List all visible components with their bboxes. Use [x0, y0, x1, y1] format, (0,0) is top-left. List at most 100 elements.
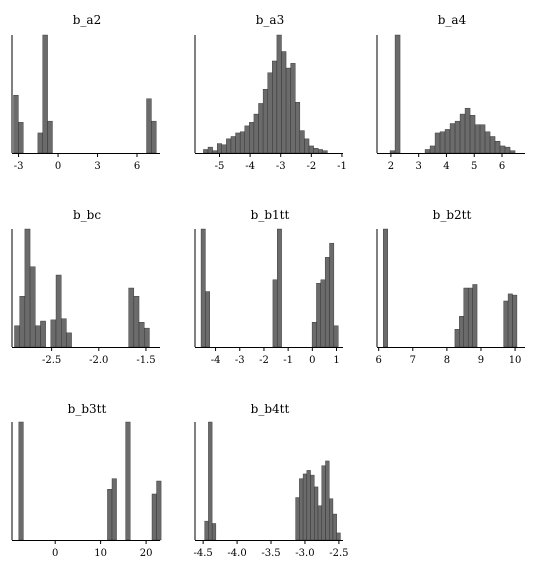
- histogram-bar: [42, 34, 48, 154]
- histogram-bar: [203, 149, 209, 154]
- histogram-bar: [208, 421, 213, 541]
- histogram-bar: [290, 63, 296, 154]
- histogram-bar: [389, 150, 396, 154]
- histogram-bar: [128, 287, 135, 348]
- histogram-bar: [146, 98, 152, 154]
- histogram-bar: [207, 146, 213, 154]
- x-tick-label: 0: [55, 161, 61, 172]
- histogram-bar: [324, 257, 330, 348]
- histogram-bar: [299, 130, 305, 154]
- histogram-bar: [226, 138, 232, 154]
- histogram-bar: [454, 329, 460, 348]
- panel-b_b2tt: b_b2tt 6 7 8 9 10: [376, 208, 525, 366]
- histogram-bar: [138, 322, 145, 348]
- histogram-bar: [230, 136, 236, 154]
- histogram-bar: [295, 102, 301, 154]
- histogram-bar: [424, 149, 431, 154]
- histogram-bar: [499, 145, 506, 154]
- histogram-bar: [61, 318, 67, 348]
- x-tick-label: 5: [471, 161, 477, 172]
- histogram-bar: [325, 460, 330, 541]
- x-tick-label: 9: [478, 355, 484, 366]
- x-axis-b_b1tt: -4 -3 -2 -1 0 1: [194, 229, 343, 366]
- histogram-bar: [394, 34, 401, 154]
- histogram-bar: [320, 279, 326, 348]
- x-tick-label: -4: [245, 161, 255, 172]
- x-tick-label: 6: [376, 355, 382, 366]
- histogram-bar: [277, 228, 282, 348]
- histogram-bar: [29, 266, 36, 348]
- x-tick-label: -4.5: [193, 548, 212, 559]
- histogram-bar: [249, 122, 255, 154]
- x-tick-label: 4: [443, 161, 449, 172]
- histogram-bar: [24, 228, 31, 348]
- histogram-bar: [444, 129, 451, 154]
- x-tick-label: -5: [215, 161, 225, 172]
- histogram-bar: [316, 283, 322, 348]
- histogram-bar: [272, 279, 278, 348]
- histogram-bar: [151, 120, 157, 154]
- panel-title-b_a4: b_a4: [438, 13, 467, 27]
- x-axis-b_bc: -2.5 -2.0 -1.5: [11, 229, 160, 366]
- histogram-bar: [383, 228, 388, 348]
- bars-b_b4tt: [204, 421, 341, 541]
- x-tick-label: 3: [94, 161, 100, 172]
- histogram-bar: [204, 520, 209, 541]
- x-tick-label: -3.5: [261, 548, 280, 559]
- histogram-bar: [107, 489, 113, 541]
- histogram-bar: [313, 148, 319, 154]
- x-tick-label: -4: [211, 355, 221, 366]
- bars-b_b1tt: [200, 228, 339, 348]
- histogram-bar: [235, 132, 241, 154]
- x-axis-b_b2tt: 6 7 8 9 10: [376, 229, 525, 366]
- histogram-bar: [239, 131, 245, 154]
- panel-title-b_a3: b_a3: [256, 13, 284, 27]
- histogram-bar: [318, 149, 323, 154]
- panel-b_a3: b_a3 -5 -4 -3 -2 -1: [194, 13, 347, 172]
- histogram-bar: [221, 144, 227, 154]
- histogram-bar: [299, 478, 304, 541]
- histogram-bar: [321, 465, 326, 541]
- histogram-bar: [50, 319, 57, 348]
- histogram-bar: [509, 150, 516, 154]
- histogram-bar: [322, 150, 328, 154]
- histogram-bar: [295, 497, 300, 541]
- histogram-bar: [258, 103, 264, 154]
- histogram-bar: [253, 113, 259, 154]
- bars-b_a4: [389, 34, 516, 154]
- x-tick-label: -3: [235, 355, 245, 366]
- histogram-bar: [489, 136, 496, 154]
- histogram-bar: [14, 325, 20, 348]
- histogram-bar: [332, 513, 337, 541]
- histogram-bar: [449, 123, 456, 154]
- bars-b_bc: [14, 228, 150, 348]
- histogram-bar: [308, 145, 314, 154]
- histogram-bar: [503, 300, 509, 348]
- histogram-bar: [336, 532, 341, 541]
- histogram-bar: [302, 473, 308, 541]
- panel-title-b_b3tt: b_b3tt: [68, 402, 107, 416]
- x-axis-b_a3: -5 -4 -3 -2 -1: [194, 35, 347, 172]
- histogram-bar: [463, 287, 469, 348]
- panel-b_a4: b_a4 2 3 4 5 6: [376, 13, 525, 172]
- x-tick-label: 3: [415, 161, 421, 172]
- x-axis-b_b3tt: 0 10 20: [11, 422, 160, 559]
- x-tick-label: 10: [509, 355, 522, 366]
- histogram-bar: [19, 296, 26, 348]
- x-tick-label: -1: [337, 161, 347, 172]
- histogram-bar: [285, 67, 291, 154]
- histogram-bar: [262, 89, 268, 154]
- x-tick-label: -2.0: [89, 355, 108, 366]
- bars-b_b3tt: [18, 421, 162, 541]
- histogram-bar: [454, 120, 461, 154]
- x-tick-label: 6: [499, 161, 505, 172]
- panel-b_b1tt: b_b1tt -4 -3 -2 -1 0 1: [194, 208, 343, 366]
- histogram-bar: [40, 320, 46, 348]
- histogram-bar: [55, 274, 62, 348]
- histogram-bar: [18, 122, 24, 154]
- histogram-bar: [272, 60, 278, 154]
- x-tick-label: -3.0: [295, 548, 314, 559]
- x-tick-label: 6: [134, 161, 140, 172]
- histogram-bar: [18, 421, 24, 541]
